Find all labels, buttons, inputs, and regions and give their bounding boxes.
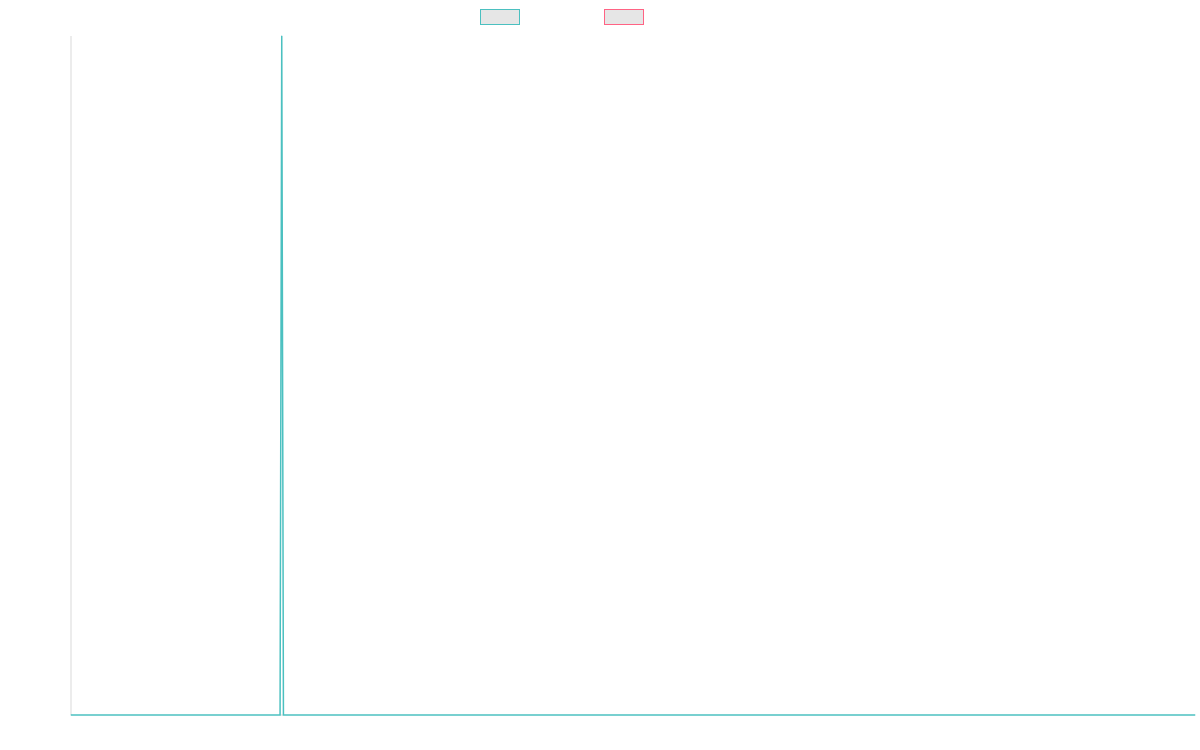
series-1-point-4 xyxy=(282,714,284,716)
legend-item-series-1[interactable] xyxy=(480,9,520,25)
series-1-line xyxy=(71,35,1195,716)
series-1-point-1 xyxy=(70,714,72,716)
series-layer xyxy=(70,35,1196,716)
series-1-point-3 xyxy=(281,35,283,37)
legend-item-series-2[interactable] xyxy=(604,9,644,25)
series-1-point-2 xyxy=(279,714,281,716)
series-1-point-5 xyxy=(1194,714,1196,716)
